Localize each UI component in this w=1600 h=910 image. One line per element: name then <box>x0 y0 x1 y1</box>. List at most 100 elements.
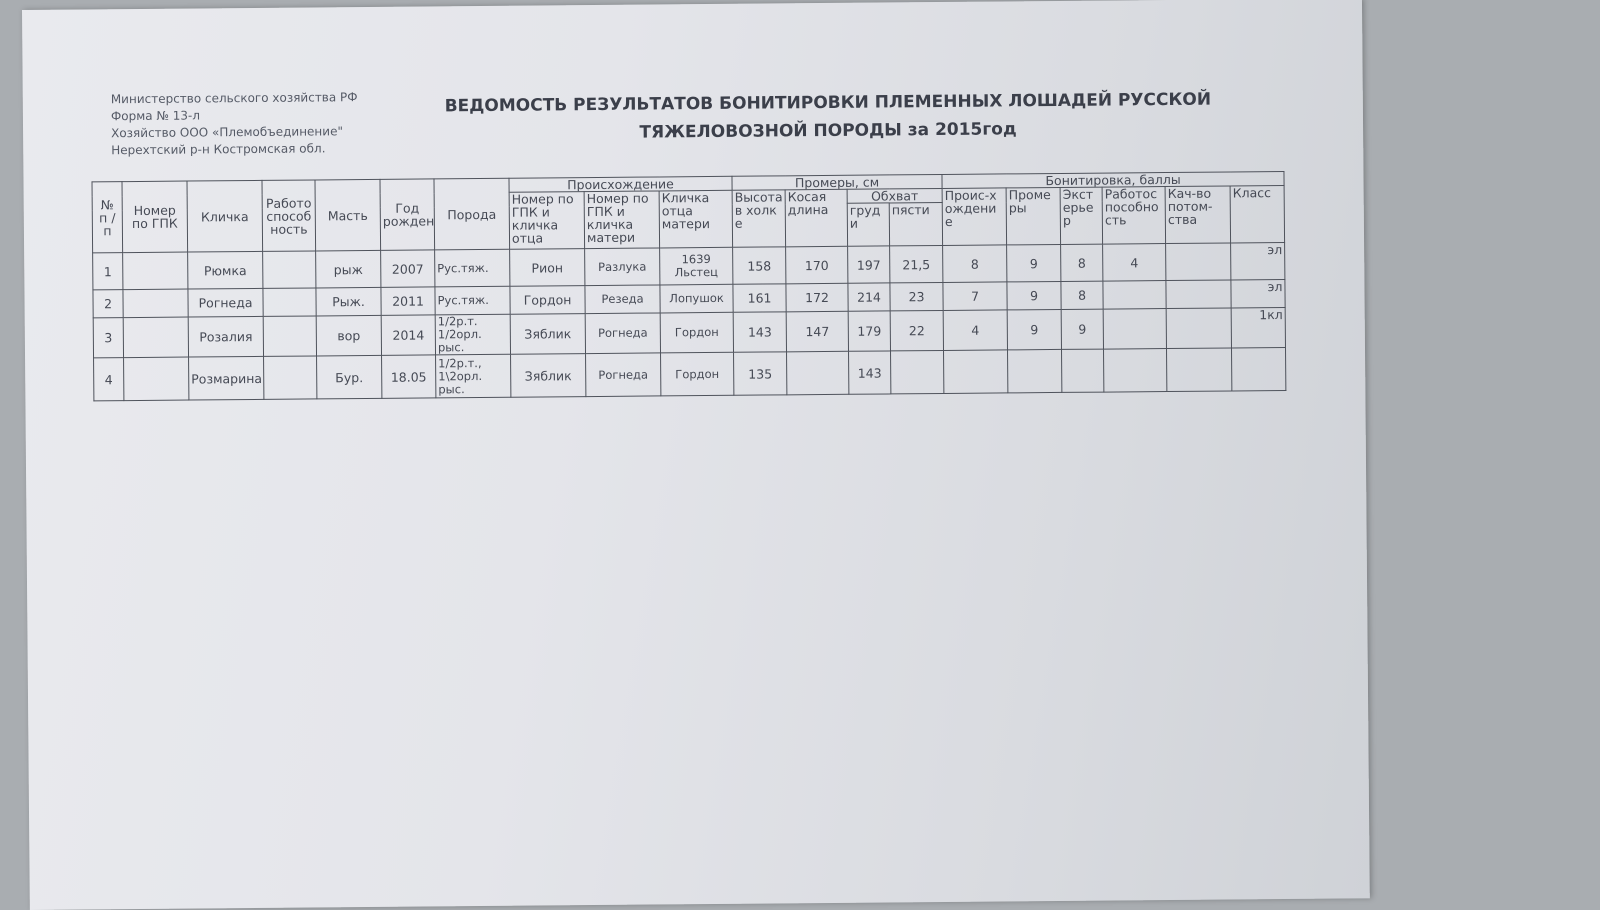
cell-chest: 179 <box>848 310 891 352</box>
header-g-exterior: Экстерьер <box>1060 187 1103 245</box>
cell-gpk <box>122 252 188 290</box>
cell-g-origin: 8 <box>942 244 1007 283</box>
cell-g-progeny <box>1165 242 1231 281</box>
cell-color: Рыж. <box>315 287 382 316</box>
cell-year: 18.05 <box>381 354 436 399</box>
cell-chest: 214 <box>847 282 891 312</box>
organization-block: Министерство сельского хозяйства РФ Форм… <box>111 89 358 159</box>
header-sire: Номер по ГПК и кличка отца <box>509 191 585 250</box>
district: Нерехтский р-н Костромская обл. <box>111 141 326 158</box>
cell-g-exterior: 8 <box>1060 281 1104 310</box>
cell-g-origin: 4 <box>943 309 1008 351</box>
cell-work <box>263 355 317 400</box>
table-row: 4 Розмарина Бур. 18.05 1/2р.т., 1\2орл. рыс.… <box>93 347 1286 401</box>
header-g-measures: Промеры <box>1006 187 1061 245</box>
cell-sire: Рион <box>509 248 585 287</box>
cell-num: 4 <box>93 357 124 401</box>
header-g-class: Класс <box>1230 185 1285 243</box>
cell-num: 3 <box>93 317 124 358</box>
cell-g-measures <box>1007 349 1062 393</box>
header-color: Масть <box>314 179 381 251</box>
cell-num: 2 <box>92 289 124 318</box>
cell-sire: Зяблик <box>510 353 586 398</box>
cell-year: 2014 <box>381 314 436 356</box>
header-length: Косая длина <box>785 189 848 247</box>
cell-num: 1 <box>92 252 123 290</box>
cell-g-work <box>1102 280 1167 310</box>
cell-cannon <box>890 350 944 394</box>
cell-work <box>262 250 316 289</box>
header-damsire: Кличка отца матери <box>659 190 733 248</box>
grading-table: № п / п Номер по ГПК Кличка Работоспособ… <box>91 171 1286 401</box>
cell-color: Бур. <box>316 355 382 399</box>
cell-g-origin: 7 <box>942 281 1008 311</box>
cell-damsire: 1639 Льстец <box>659 247 733 285</box>
cell-breed: Рус.тяж. <box>434 286 511 315</box>
cell-g-progeny <box>1166 307 1232 349</box>
document-title: ВЕДОМОСТЬ РЕЗУЛЬТАТОВ БОНИТИРОВКИ ПЛЕМЕН… <box>443 86 1213 149</box>
cell-cannon: 21,5 <box>889 245 943 283</box>
header-dam: Номер по ГПК и кличка матери <box>584 190 660 249</box>
cell-damsire: Гордон <box>660 312 734 353</box>
document-sheet: Министерство сельского хозяйства РФ Форм… <box>22 0 1370 910</box>
cell-dam: Рогнеда <box>585 312 661 354</box>
cell-height: 158 <box>732 246 786 285</box>
table-body: 1 Рюмка рыж 2007 Рус.тяж. Рион Разлука 1639 Льс… <box>92 242 1286 401</box>
ministry-line: Министерство сельского хозяйства РФ <box>110 90 358 107</box>
cell-work <box>263 315 317 357</box>
cell-length: 147 <box>786 311 849 352</box>
cell-sire: Зяблик <box>510 313 586 355</box>
cell-gpk <box>123 317 189 358</box>
header-g-work: Работоспособность <box>1102 186 1166 245</box>
cell-g-class: эл <box>1230 242 1285 280</box>
cell-name: Розмарина <box>188 356 264 401</box>
header-year: Год рождения <box>379 178 435 251</box>
header-work: Работоспособность <box>261 179 316 252</box>
cell-dam: Разлука <box>584 247 660 286</box>
cell-sire: Гордон <box>509 285 586 315</box>
cell-g-exterior <box>1061 349 1104 393</box>
cell-g-progeny <box>1166 347 1232 392</box>
cell-breed: Рус.тяж. <box>434 249 510 287</box>
cell-g-work <box>1103 348 1167 393</box>
cell-height: 135 <box>733 351 787 396</box>
form-number: Форма № 13-л <box>110 108 201 124</box>
cell-year: 2007 <box>380 249 435 288</box>
header-girth-group: Обхват <box>847 188 943 204</box>
cell-damsire: Лопушок <box>659 284 734 313</box>
header-cannon: пясти <box>889 202 943 246</box>
cell-g-measures: 9 <box>1006 281 1062 310</box>
cell-dam: Резеда <box>584 284 661 314</box>
farm-name: Хозяйство ООО «Племобъединение" <box>111 124 344 141</box>
header-gpk: Номер по ГПК <box>122 181 188 253</box>
cell-chest: 197 <box>847 245 890 284</box>
cell-breed: 1/2р.т., 1\2орл. рыс. <box>435 354 511 398</box>
cell-g-exterior: 9 <box>1061 309 1104 350</box>
cell-work <box>262 287 317 317</box>
cell-length <box>786 351 849 395</box>
cell-cannon: 22 <box>890 310 944 351</box>
cell-g-work <box>1103 308 1167 350</box>
cell-breed: 1/2р.т. 1/2орл. рыс. <box>435 314 511 355</box>
cell-name: Розалия <box>188 316 264 358</box>
header-chest: груди <box>847 202 890 247</box>
header-g-origin: Проис-хождение <box>942 187 1007 246</box>
cell-g-class: 1кл <box>1231 307 1286 348</box>
cell-dam: Рогнеда <box>585 352 661 397</box>
cell-gpk <box>122 289 189 318</box>
cell-g-class <box>1231 347 1286 391</box>
cell-g-exterior: 8 <box>1060 244 1103 282</box>
header-num: № п / п <box>92 181 123 253</box>
header-g-progeny: Кач-во потом-ства <box>1165 185 1231 244</box>
cell-height: 143 <box>733 311 787 353</box>
header-height: Высота в холке <box>732 189 786 248</box>
header-breed: Порода <box>433 178 510 250</box>
cell-g-work: 4 <box>1102 243 1166 282</box>
cell-chest: 143 <box>848 350 891 395</box>
cell-g-measures: 9 <box>1007 309 1062 350</box>
cell-g-class: эл <box>1230 279 1286 308</box>
cell-color: рыж <box>315 250 381 288</box>
cell-name: Рогнеда <box>187 288 264 318</box>
cell-name: Рюмка <box>187 251 263 290</box>
cell-height: 161 <box>732 283 787 313</box>
